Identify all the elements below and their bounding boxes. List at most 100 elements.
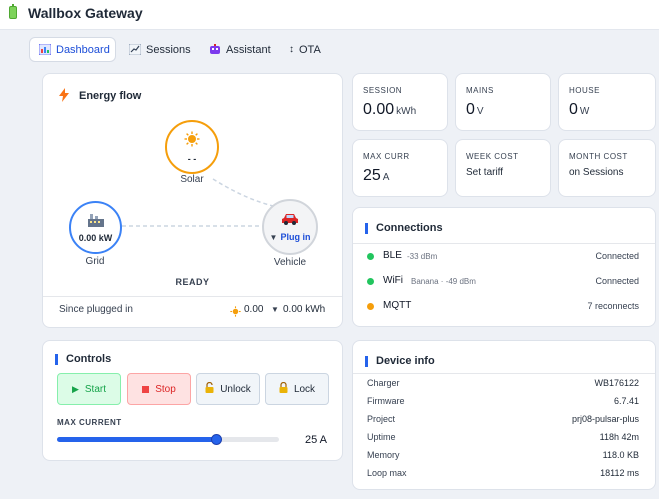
divider <box>353 243 655 244</box>
connection-name: WiFi <box>383 275 403 286</box>
stat-number: 0.00 <box>363 101 395 118</box>
info-key: Uptime <box>367 432 396 442</box>
slider-fill <box>57 437 217 442</box>
stop-label: Stop <box>155 383 176 395</box>
stop-icon <box>142 385 150 393</box>
chart-icon <box>38 43 52 56</box>
stat-card-max-curr: MAX CURR 25 A <box>352 139 448 197</box>
max-current-slider[interactable] <box>57 434 279 445</box>
stat-label: MAINS <box>466 86 494 95</box>
slider-thumb[interactable] <box>210 434 222 445</box>
info-row-charger: Charger WB176122 <box>367 378 639 392</box>
sun-icon <box>184 131 200 152</box>
connection-status: Connected <box>595 251 639 261</box>
unlock-button[interactable]: Unlock <box>196 373 260 405</box>
stat-value: 0.00 kWh <box>363 101 416 119</box>
stat-card-week-cost: WEEK COST Set tariff <box>455 139 551 197</box>
app-title: Wallbox Gateway <box>28 5 143 21</box>
info-row-memory: Memory 118.0 KB <box>367 450 639 464</box>
stat-unit: kWh <box>396 106 417 117</box>
tab-dashboard[interactable]: Dashboard <box>29 37 116 62</box>
status-dot <box>367 278 374 285</box>
start-label: Start <box>84 383 107 395</box>
solar-node: - - <box>165 120 219 174</box>
connections-card: Connections BLE -33 dBm Connected WiFi B… <box>352 207 656 327</box>
info-row-firmware: Firmware 6.7.41 <box>367 396 639 410</box>
stop-button[interactable]: Stop <box>127 373 191 405</box>
lock-button[interactable]: Lock <box>265 373 329 405</box>
info-value: 118h 42m <box>599 432 639 442</box>
stat-number: 25 <box>363 167 381 184</box>
plug-icon: ▼ <box>269 232 278 242</box>
stat-unit: V <box>476 106 484 117</box>
stat-label: SESSION <box>363 86 403 95</box>
solar-value: - - <box>187 153 197 164</box>
info-key: Loop max <box>367 468 407 478</box>
connection-row-wifi: WiFi Banana · -49 dBm Connected <box>367 274 639 290</box>
tab-dashboard-label: Dashboard <box>56 43 110 56</box>
grid-value: 0.00 kW <box>78 232 113 243</box>
start-button[interactable]: ▶ Start <box>57 373 121 405</box>
connection-name: MQTT <box>383 300 412 311</box>
vehicle-status: ▼ Plug in <box>270 232 311 242</box>
divider <box>353 373 655 374</box>
stat-label: MAX CURR <box>363 152 410 161</box>
play-icon: ▶ <box>71 383 79 394</box>
connection-detail: -33 dBm <box>407 252 438 261</box>
device-info-title: Device info <box>365 356 435 367</box>
sun-icon <box>230 304 241 322</box>
lock-label: Lock <box>293 383 316 395</box>
energy-flow-title: Energy flow <box>79 90 142 102</box>
info-key: Firmware <box>367 396 405 406</box>
app-header: Wallbox Gateway <box>0 0 659 30</box>
charger-state: READY <box>175 277 210 287</box>
connection-detail: Banana · -49 dBm <box>411 277 476 286</box>
tab-ota[interactable]: ↕ OTA <box>280 37 330 62</box>
unlock-label: Unlock <box>220 383 251 395</box>
divider <box>43 296 342 297</box>
info-value: 18112 ms <box>600 468 639 478</box>
factory-icon <box>87 213 104 232</box>
vehicle-node: ▼ Plug in <box>262 199 318 255</box>
stat-text: on Sessions <box>569 167 624 178</box>
stat-card-session: SESSION 0.00 kWh <box>352 73 448 131</box>
since-solar-value: 0.00 <box>244 304 264 315</box>
solar-label: Solar <box>180 174 204 185</box>
connections-title: Connections <box>365 223 443 234</box>
tab-sessions[interactable]: Sessions <box>120 37 192 62</box>
tab-ota-label: OTA <box>299 43 321 56</box>
info-row-project: Project prj08-pulsar-plus <box>367 414 639 428</box>
stat-label: WEEK COST <box>466 152 519 161</box>
vehicle-value: Plug in <box>280 232 311 242</box>
info-value: prj08-pulsar-plus <box>571 414 639 424</box>
info-key: Memory <box>367 450 400 460</box>
info-value: WB176122 <box>594 378 639 388</box>
lock-icon <box>279 381 288 396</box>
info-key: Charger <box>367 378 400 388</box>
flow-lines <box>122 178 289 227</box>
since-plugged-label: Since plugged in <box>59 304 133 315</box>
connection-row-mqtt: MQTT 7 reconnects <box>367 299 639 315</box>
arrows-icon: ↕ <box>289 44 294 55</box>
info-key: Project <box>367 414 396 424</box>
since-total-value: 0.00 kWh <box>283 304 326 315</box>
controls-card: Controls ▶ Start Stop Unlock Lock MAX CU… <box>42 340 343 461</box>
connection-status: Connected <box>595 276 639 286</box>
unlock-icon <box>205 381 214 396</box>
info-row-loop-max: Loop max 18112 ms <box>367 468 639 482</box>
stat-number: 0 <box>569 101 578 118</box>
stat-number: 0 <box>466 101 475 118</box>
plug-icon: ▼ <box>271 305 279 314</box>
device-info-card: Device info Charger WB176122 Firmware 6.… <box>352 340 656 490</box>
tab-assistant[interactable]: Assistant <box>200 37 280 62</box>
max-current-value: 25 A <box>305 434 328 446</box>
max-current-label: MAX CURRENT <box>57 418 122 427</box>
stat-label: MONTH COST <box>569 152 628 161</box>
stat-card-month-cost: MONTH COST on Sessions <box>558 139 656 197</box>
tab-sessions-label: Sessions <box>146 43 191 56</box>
info-value: 6.7.41 <box>613 396 639 406</box>
